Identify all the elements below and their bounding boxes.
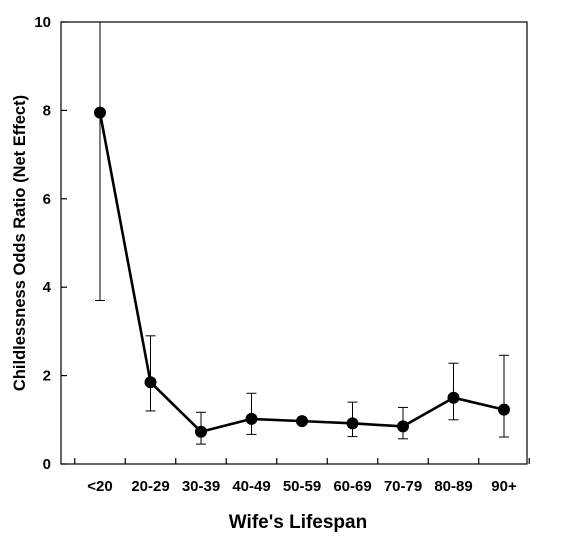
y-axis: 0 2 4 6 8 10: [34, 14, 67, 473]
x-tick-label: 90+: [491, 478, 517, 495]
data-point: [144, 376, 157, 389]
x-axis: <20 20-29 30-39 40-49 50-59 60-69 70-79 80-89 90…: [74, 458, 530, 495]
data-point: [94, 106, 106, 119]
x-tick-label: 20-29: [131, 478, 169, 495]
y-tick-label: 10: [34, 14, 51, 31]
series-line-group: [98, 112, 505, 434]
data-point: [498, 403, 510, 416]
y-tick-label: 4: [43, 279, 52, 296]
data-point: [447, 391, 460, 404]
x-tick-label: 30-39: [182, 478, 220, 495]
y-tick-label: 8: [43, 102, 51, 119]
x-tick-label: 40-49: [232, 478, 270, 495]
x-tick-label: 70-79: [384, 478, 422, 495]
x-tick-label: 60-69: [333, 478, 371, 495]
x-axis-title: Wife's Lifespan: [229, 512, 367, 533]
y-axis-title: Childlessness Odds Ratio (Net Effect): [11, 95, 29, 391]
data-point: [397, 420, 409, 433]
error-bars: [95, 21, 509, 445]
data-point: [195, 425, 207, 438]
series-line: [98, 112, 505, 434]
x-tick-label: 80-89: [434, 478, 472, 495]
y-tick-label: 2: [43, 368, 51, 385]
plot-frame: [60, 21, 528, 465]
x-tick-label: 50-59: [283, 478, 321, 495]
data-point: [245, 412, 258, 425]
y-tick-label: 6: [43, 191, 51, 208]
data-point: [346, 417, 359, 430]
data-points: [94, 106, 510, 438]
y-tick-label: 0: [43, 456, 51, 473]
data-point: [296, 415, 308, 428]
x-tick-label: <20: [87, 478, 112, 495]
